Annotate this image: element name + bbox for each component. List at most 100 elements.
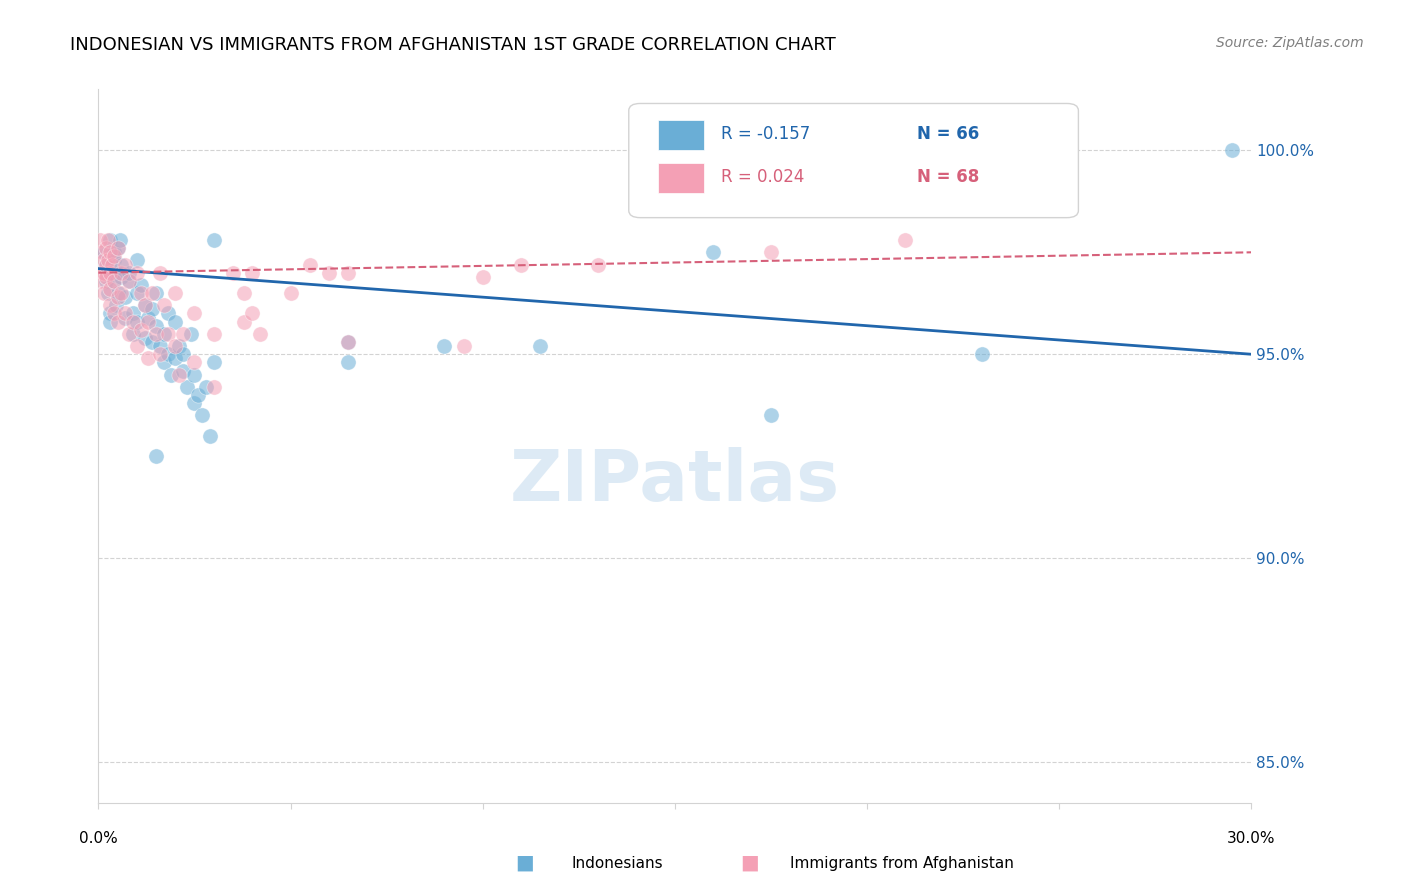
Point bbox=[93, 253, 115, 268]
Point bbox=[125, 315, 148, 329]
Point bbox=[134, 298, 156, 312]
Point bbox=[318, 266, 340, 280]
Point bbox=[93, 286, 115, 301]
Text: INDONESIAN VS IMMIGRANTS FROM AFGHANISTAN 1ST GRADE CORRELATION CHART: INDONESIAN VS IMMIGRANTS FROM AFGHANISTA… bbox=[70, 36, 837, 54]
Point bbox=[471, 269, 494, 284]
Point bbox=[104, 298, 127, 312]
Bar bbox=[658, 162, 704, 193]
Point bbox=[165, 339, 187, 353]
Point bbox=[337, 355, 360, 369]
Text: 30.0%: 30.0% bbox=[1227, 831, 1275, 847]
Point bbox=[94, 241, 117, 255]
Point bbox=[107, 290, 129, 304]
Point bbox=[134, 331, 156, 345]
Point bbox=[118, 266, 141, 280]
Point bbox=[433, 339, 456, 353]
Point bbox=[202, 326, 225, 341]
Point bbox=[98, 298, 121, 312]
Point bbox=[107, 241, 129, 255]
Point bbox=[183, 355, 205, 369]
Point bbox=[180, 326, 202, 341]
Bar bbox=[658, 120, 704, 150]
Point bbox=[198, 429, 221, 443]
Point bbox=[202, 380, 225, 394]
Point bbox=[233, 315, 256, 329]
Point bbox=[529, 339, 551, 353]
Point bbox=[152, 355, 174, 369]
Point bbox=[165, 286, 187, 301]
Point bbox=[107, 241, 129, 255]
Point bbox=[165, 351, 187, 366]
Point bbox=[249, 326, 271, 341]
Point bbox=[141, 334, 163, 349]
Text: N = 66: N = 66 bbox=[917, 125, 979, 143]
Point bbox=[103, 306, 125, 320]
Text: R = 0.024: R = 0.024 bbox=[721, 168, 804, 186]
Point bbox=[97, 286, 120, 301]
Point bbox=[93, 266, 115, 280]
Point bbox=[240, 306, 263, 320]
Point bbox=[138, 310, 160, 325]
Text: 0.0%: 0.0% bbox=[79, 831, 118, 847]
Point bbox=[176, 380, 198, 394]
Point bbox=[149, 266, 172, 280]
Point bbox=[183, 368, 205, 382]
Point bbox=[156, 326, 179, 341]
Point bbox=[149, 339, 172, 353]
Text: Immigrants from Afghanistan: Immigrants from Afghanistan bbox=[790, 856, 1014, 871]
Point bbox=[972, 347, 994, 361]
Point bbox=[110, 269, 132, 284]
Point bbox=[167, 339, 190, 353]
Point bbox=[114, 290, 136, 304]
Point bbox=[125, 253, 148, 268]
Point bbox=[894, 233, 917, 247]
Point bbox=[141, 302, 163, 317]
Point bbox=[110, 266, 132, 280]
Point bbox=[118, 274, 141, 288]
Point bbox=[125, 286, 148, 301]
Point bbox=[586, 258, 609, 272]
Point bbox=[337, 334, 360, 349]
Point bbox=[152, 298, 174, 312]
Text: Source: ZipAtlas.com: Source: ZipAtlas.com bbox=[1216, 36, 1364, 50]
Point bbox=[145, 326, 167, 341]
Point bbox=[702, 245, 724, 260]
Text: ZIPatlas: ZIPatlas bbox=[510, 447, 839, 516]
Point bbox=[103, 253, 125, 268]
Point bbox=[103, 274, 125, 288]
Point bbox=[107, 286, 129, 301]
Text: ▪: ▪ bbox=[515, 849, 536, 878]
Point bbox=[187, 388, 209, 402]
Point bbox=[172, 347, 194, 361]
FancyBboxPatch shape bbox=[628, 103, 1078, 218]
Point bbox=[94, 274, 117, 288]
Point bbox=[98, 282, 121, 296]
Point bbox=[156, 347, 179, 361]
Point bbox=[195, 380, 218, 394]
Point bbox=[114, 310, 136, 325]
Point bbox=[122, 306, 145, 320]
Point bbox=[125, 339, 148, 353]
Point bbox=[122, 326, 145, 341]
Point bbox=[118, 274, 141, 288]
Point bbox=[114, 306, 136, 320]
Text: N = 68: N = 68 bbox=[917, 168, 979, 186]
Text: R = -0.157: R = -0.157 bbox=[721, 125, 810, 143]
Point bbox=[683, 144, 706, 158]
Point bbox=[141, 286, 163, 301]
Point bbox=[97, 233, 120, 247]
Point bbox=[233, 286, 256, 301]
Point bbox=[98, 245, 121, 260]
Point bbox=[89, 233, 111, 247]
Point bbox=[110, 286, 132, 301]
Point bbox=[298, 258, 321, 272]
Point bbox=[108, 233, 131, 247]
Point bbox=[98, 233, 121, 247]
Point bbox=[759, 409, 782, 423]
Point bbox=[240, 266, 263, 280]
Point bbox=[91, 245, 114, 260]
Point bbox=[101, 258, 124, 272]
Point bbox=[134, 298, 156, 312]
Point bbox=[97, 253, 120, 268]
Point bbox=[98, 266, 121, 280]
